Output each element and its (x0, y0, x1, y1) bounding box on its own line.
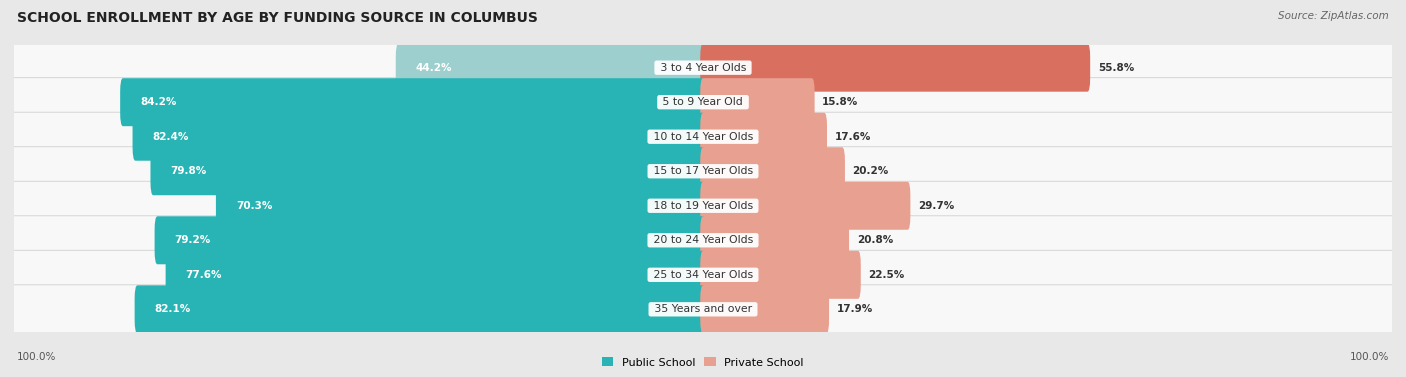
FancyBboxPatch shape (700, 182, 910, 230)
Text: 18 to 19 Year Olds: 18 to 19 Year Olds (650, 201, 756, 211)
FancyBboxPatch shape (13, 112, 1393, 161)
Text: 20.2%: 20.2% (852, 166, 889, 176)
Text: 3 to 4 Year Olds: 3 to 4 Year Olds (657, 63, 749, 73)
Text: 82.4%: 82.4% (152, 132, 188, 142)
FancyBboxPatch shape (13, 147, 1393, 196)
FancyBboxPatch shape (395, 44, 706, 92)
FancyBboxPatch shape (700, 251, 860, 299)
Text: 77.6%: 77.6% (186, 270, 222, 280)
FancyBboxPatch shape (120, 78, 706, 126)
FancyBboxPatch shape (13, 285, 1393, 334)
Text: 100.0%: 100.0% (1350, 352, 1389, 362)
Text: 70.3%: 70.3% (236, 201, 273, 211)
Text: 5 to 9 Year Old: 5 to 9 Year Old (659, 97, 747, 107)
Text: 79.2%: 79.2% (174, 235, 211, 245)
Text: 100.0%: 100.0% (17, 352, 56, 362)
Text: 17.9%: 17.9% (837, 304, 873, 314)
Text: 10 to 14 Year Olds: 10 to 14 Year Olds (650, 132, 756, 142)
FancyBboxPatch shape (155, 216, 706, 264)
FancyBboxPatch shape (217, 182, 706, 230)
Text: 20 to 24 Year Olds: 20 to 24 Year Olds (650, 235, 756, 245)
Text: 15 to 17 Year Olds: 15 to 17 Year Olds (650, 166, 756, 176)
FancyBboxPatch shape (700, 44, 1090, 92)
Text: 82.1%: 82.1% (155, 304, 191, 314)
FancyBboxPatch shape (700, 216, 849, 264)
FancyBboxPatch shape (13, 181, 1393, 230)
Text: 44.2%: 44.2% (416, 63, 453, 73)
Text: 79.8%: 79.8% (170, 166, 207, 176)
FancyBboxPatch shape (13, 78, 1393, 127)
Text: 15.8%: 15.8% (823, 97, 859, 107)
Text: Source: ZipAtlas.com: Source: ZipAtlas.com (1278, 11, 1389, 21)
Text: 20.8%: 20.8% (856, 235, 893, 245)
FancyBboxPatch shape (132, 113, 706, 161)
FancyBboxPatch shape (13, 250, 1393, 299)
Legend: Public School, Private School: Public School, Private School (598, 353, 808, 372)
FancyBboxPatch shape (135, 285, 706, 333)
Text: 22.5%: 22.5% (869, 270, 904, 280)
FancyBboxPatch shape (700, 78, 814, 126)
Text: 17.6%: 17.6% (835, 132, 870, 142)
Text: 35 Years and over: 35 Years and over (651, 304, 755, 314)
FancyBboxPatch shape (700, 147, 845, 195)
Text: 25 to 34 Year Olds: 25 to 34 Year Olds (650, 270, 756, 280)
Text: 55.8%: 55.8% (1098, 63, 1135, 73)
FancyBboxPatch shape (13, 43, 1393, 92)
FancyBboxPatch shape (150, 147, 706, 195)
FancyBboxPatch shape (13, 216, 1393, 265)
Text: 29.7%: 29.7% (918, 201, 955, 211)
FancyBboxPatch shape (700, 285, 830, 333)
Text: 84.2%: 84.2% (141, 97, 177, 107)
FancyBboxPatch shape (166, 251, 706, 299)
Text: SCHOOL ENROLLMENT BY AGE BY FUNDING SOURCE IN COLUMBUS: SCHOOL ENROLLMENT BY AGE BY FUNDING SOUR… (17, 11, 537, 25)
FancyBboxPatch shape (700, 113, 827, 161)
